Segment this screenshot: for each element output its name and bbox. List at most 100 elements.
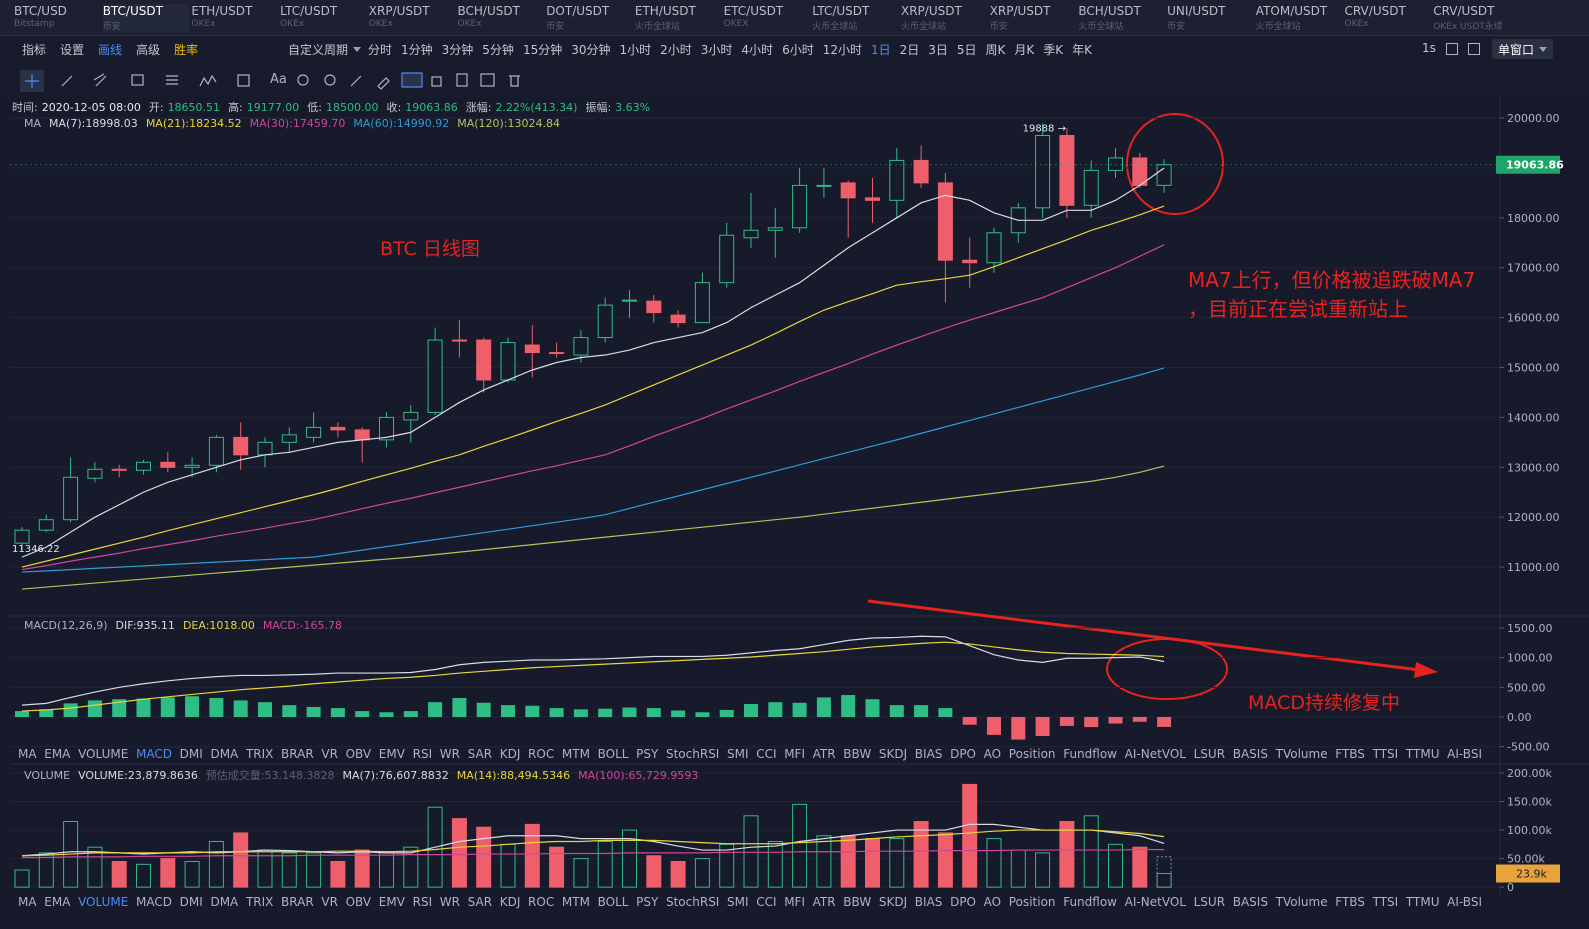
indicator-tab[interactable]: SKDJ — [878, 747, 908, 761]
text-tool[interactable]: Aa — [270, 72, 287, 87]
period[interactable]: 30分钟 — [571, 43, 611, 57]
indicator-tab[interactable]: EMV — [378, 747, 405, 761]
fib-tool[interactable] — [166, 75, 178, 85]
indicator-tab[interactable]: BOLL — [597, 747, 629, 761]
symbol-name[interactable]: ETH/USDT — [191, 4, 253, 18]
symbol-tab[interactable]: DOT/USDT 币安 — [546, 4, 632, 32]
symbol-name[interactable]: ATOM/USDT — [1255, 4, 1328, 18]
symbol-tab[interactable]: UNI/USDT 币安 — [1167, 4, 1253, 32]
symbol-name[interactable]: LTC/USDT — [280, 4, 338, 18]
period[interactable]: 15分钟 — [522, 43, 563, 57]
indicator-tab[interactable]: FTBS — [1335, 747, 1365, 761]
indicator-tab[interactable]: DMA — [210, 895, 239, 909]
indicator-tab[interactable]: OBV — [345, 895, 372, 909]
period[interactable]: 4小时 — [741, 43, 774, 57]
period[interactable]: 5分钟 — [482, 43, 514, 57]
lock-all-tool[interactable] — [431, 76, 442, 87]
indicator-tab[interactable]: Fundflow — [1063, 747, 1117, 761]
indicator-tab[interactable]: MFI — [784, 747, 805, 761]
symbol-name[interactable]: CRV/USDT — [1433, 4, 1495, 18]
symbol-name[interactable]: DOT/USDT — [546, 4, 610, 18]
indicator-tab[interactable]: AI-BSI — [1447, 895, 1482, 909]
symbol-tab[interactable]: XRP/USDT 火币全球站 — [901, 4, 987, 32]
indicator-tab[interactable]: Position — [1008, 747, 1056, 761]
symbol-tab[interactable]: ETH/USDT 火币全球站 — [635, 4, 721, 32]
indicator-tab[interactable]: DMA — [210, 747, 239, 761]
magnet-tool[interactable] — [297, 74, 309, 86]
indicator-tab[interactable]: TTSI — [1372, 895, 1399, 909]
period[interactable]: 周K — [985, 43, 1006, 57]
line-tool[interactable] — [61, 75, 73, 87]
custom-period-label[interactable]: 自定义周期 — [288, 43, 349, 57]
pattern-tool[interactable] — [324, 74, 336, 86]
period[interactable]: 1分钟 — [401, 43, 433, 57]
template-tool[interactable] — [480, 73, 495, 87]
indicator-tab[interactable]: BOLL — [597, 895, 629, 909]
symbol-name[interactable]: XRP/USDT — [368, 4, 430, 18]
period[interactable]: 1小时 — [619, 43, 652, 57]
symbol-tab[interactable]: LTC/USDT OKEx — [280, 4, 366, 32]
measure-tool[interactable] — [237, 74, 250, 87]
symbol-tab[interactable]: BTC/USD Bitstamp — [14, 4, 100, 32]
toolbar-item[interactable]: 设置 — [60, 43, 85, 57]
wave-tool[interactable] — [199, 74, 217, 87]
indicator-tab[interactable]: AO — [983, 895, 1002, 909]
window-label[interactable]: 单窗口 — [1498, 42, 1535, 57]
indicator-tab[interactable]: MA — [18, 895, 37, 909]
exchange-name[interactable]: 火币全球站 — [1255, 22, 1301, 32]
indicator-tab[interactable]: FTBS — [1335, 895, 1365, 909]
indicator-tab[interactable]: SMI — [727, 747, 749, 761]
channel-tool[interactable] — [93, 73, 107, 87]
custom-period[interactable]: 自定义周期 — [288, 41, 362, 58]
indicator-tab[interactable]: AI-NetVOL — [1124, 747, 1186, 761]
indicator-tab[interactable]: LSUR — [1193, 895, 1226, 909]
indicator-tab[interactable]: AI-BSI — [1447, 747, 1482, 761]
period[interactable]: 1日 — [870, 43, 891, 57]
indicator-tab[interactable]: VR — [321, 747, 338, 761]
exchange-name[interactable]: OKEx — [457, 19, 482, 29]
indicator-tab[interactable]: DMI — [179, 895, 203, 909]
indicator-tab[interactable]: Position — [1008, 895, 1056, 909]
indicator-tab[interactable]: MACD — [135, 895, 172, 909]
symbol-name[interactable]: BTC/USD — [14, 4, 67, 18]
symbol-tab[interactable]: LTC/USDT 火币全球站 — [812, 4, 898, 32]
symbol-name[interactable]: XRP/USDT — [901, 4, 962, 18]
symbol-tab[interactable]: BCH/USDT 火币全球站 — [1078, 4, 1164, 32]
indicator-tab[interactable]: CCI — [756, 747, 777, 761]
indicator-tab[interactable]: KDJ — [499, 747, 521, 761]
period[interactable]: 2日 — [899, 43, 920, 57]
draw-tools[interactable] — [20, 70, 520, 92]
indicator-tab[interactable]: WR — [439, 747, 460, 761]
indicator-tab[interactable]: PSY — [636, 747, 659, 761]
delete-tool[interactable] — [509, 75, 520, 87]
indicator-tab[interactable]: SMI — [727, 895, 749, 909]
indicator-tab[interactable]: BIAS — [914, 895, 943, 909]
indicator-tab[interactable]: SAR — [467, 895, 493, 909]
indicator-tab[interactable]: ATR — [812, 895, 836, 909]
indicator-tab[interactable]: ROC — [528, 747, 555, 761]
exchange-name[interactable]: 币安 — [1167, 22, 1186, 32]
indicator-tab[interactable]: BASIS — [1232, 895, 1268, 909]
shape-tool[interactable] — [131, 74, 144, 86]
indicator-tab[interactable]: TVolume — [1275, 747, 1328, 761]
exchange-name[interactable]: 火币全球站 — [901, 22, 947, 32]
period[interactable]: 12小时 — [822, 43, 862, 57]
symbol-name[interactable]: BTC/USDT — [102, 4, 163, 18]
indicator-tab[interactable]: SKDJ — [878, 895, 908, 909]
indicator-tab[interactable]: BRAR — [281, 747, 314, 761]
indicator-tab[interactable]: StochRSI — [665, 747, 720, 761]
pen-tool[interactable] — [350, 75, 362, 87]
symbol-name[interactable]: BCH/USDT — [457, 4, 520, 18]
exchange-name[interactable]: OKEx USDT永续 — [1433, 22, 1503, 32]
brush-tool[interactable] — [377, 77, 390, 90]
indicator-tab[interactable]: VOLUME — [78, 895, 129, 909]
indicator-tab[interactable]: TRIX — [245, 895, 274, 909]
lock-tool[interactable] — [401, 72, 423, 88]
symbol-tab[interactable]: CRV/USDT OKEx — [1345, 4, 1431, 32]
indicator-tab[interactable]: TVolume — [1275, 895, 1328, 909]
indicator-tab[interactable]: MFI — [784, 895, 805, 909]
exchange-name[interactable]: 币安 — [989, 22, 1008, 32]
indicator-tab[interactable]: EMA — [44, 747, 71, 761]
indicator-tab[interactable]: VOLUME — [78, 747, 129, 761]
indicator-tab[interactable]: AO — [983, 747, 1002, 761]
